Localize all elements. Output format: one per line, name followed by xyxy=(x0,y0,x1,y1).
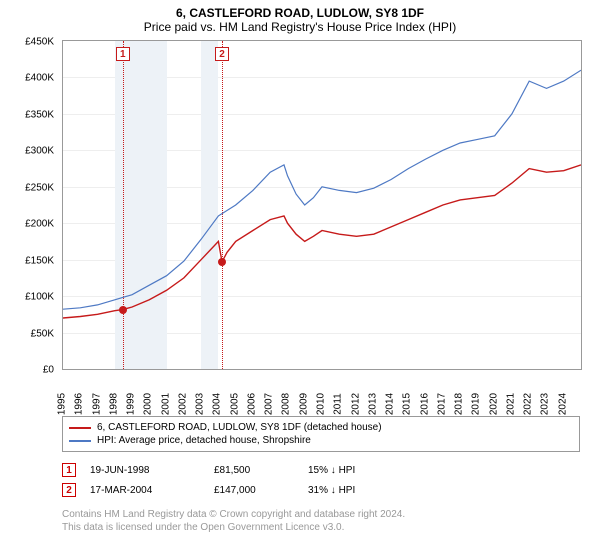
x-tick-label: 2016 xyxy=(419,393,430,415)
transaction-date: 19-JUN-1998 xyxy=(90,465,200,476)
transaction-vs-hpi: 31% ↓ HPI xyxy=(308,485,418,496)
y-tick-label: £350K xyxy=(25,109,54,120)
legend-item: HPI: Average price, detached house, Shro… xyxy=(69,434,573,447)
transactions-table: 1 19-JUN-1998 £81,500 15% ↓ HPI 2 17-MAR-2004… xyxy=(62,460,582,500)
x-tick-label: 2015 xyxy=(402,393,413,415)
legend-label: HPI: Average price, detached house, Shro… xyxy=(97,435,311,446)
x-tick-label: 2023 xyxy=(540,393,551,415)
x-tick-label: 2006 xyxy=(246,393,257,415)
y-tick-label: £400K xyxy=(25,73,54,84)
x-tick-label: 2014 xyxy=(385,393,396,415)
legend-swatch xyxy=(69,440,91,442)
x-axis-labels: 1995199619971998199920002001200220032004… xyxy=(62,374,582,410)
transaction-date: 17-MAR-2004 xyxy=(90,485,200,496)
x-tick-label: 2000 xyxy=(143,393,154,415)
x-tick-label: 2004 xyxy=(212,393,223,415)
x-tick-label: 2019 xyxy=(471,393,482,415)
transaction-price: £81,500 xyxy=(214,465,294,476)
y-tick-label: £50K xyxy=(31,328,54,339)
transaction-marker: 2 xyxy=(62,483,76,497)
x-tick-label: 2018 xyxy=(454,393,465,415)
chart-title: 6, CASTLEFORD ROAD, LUDLOW, SY8 1DF xyxy=(0,0,600,20)
chart-subtitle: Price paid vs. HM Land Registry's House … xyxy=(0,20,600,40)
x-tick-label: 1999 xyxy=(126,393,137,415)
legend: 6, CASTLEFORD ROAD, LUDLOW, SY8 1DF (det… xyxy=(62,416,580,452)
price-chart: 12 xyxy=(62,40,582,370)
transaction-price: £147,000 xyxy=(214,485,294,496)
x-tick-label: 2001 xyxy=(160,393,171,415)
y-axis-labels: £0£50K£100K£150K£200K£250K£300K£350K£400… xyxy=(0,42,58,372)
x-tick-label: 2022 xyxy=(523,393,534,415)
x-tick-label: 2024 xyxy=(557,393,568,415)
x-tick-label: 2007 xyxy=(264,393,275,415)
x-tick-label: 2013 xyxy=(367,393,378,415)
y-tick-label: £450K xyxy=(25,37,54,48)
x-tick-label: 2017 xyxy=(436,393,447,415)
y-tick-label: £300K xyxy=(25,146,54,157)
transaction-row: 1 19-JUN-1998 £81,500 15% ↓ HPI xyxy=(62,460,582,480)
transaction-marker: 1 xyxy=(62,463,76,477)
x-tick-label: 2020 xyxy=(488,393,499,415)
x-tick-label: 2005 xyxy=(229,393,240,415)
attribution-footer: Contains HM Land Registry data © Crown c… xyxy=(62,508,582,534)
y-tick-label: £100K xyxy=(25,292,54,303)
x-tick-label: 1996 xyxy=(74,393,85,415)
x-tick-label: 2011 xyxy=(333,393,344,415)
y-tick-label: £200K xyxy=(25,219,54,230)
x-tick-label: 2012 xyxy=(350,393,361,415)
x-tick-label: 1995 xyxy=(57,393,68,415)
x-tick-label: 2021 xyxy=(505,393,516,415)
x-tick-label: 2003 xyxy=(195,393,206,415)
y-tick-label: £150K xyxy=(25,255,54,266)
transaction-row: 2 17-MAR-2004 £147,000 31% ↓ HPI xyxy=(62,480,582,500)
legend-swatch xyxy=(69,427,91,429)
footer-line-2: This data is licensed under the Open Gov… xyxy=(62,521,582,534)
series-price-paid xyxy=(63,165,581,318)
y-tick-label: £0 xyxy=(43,365,54,376)
x-tick-label: 1997 xyxy=(91,393,102,415)
legend-label: 6, CASTLEFORD ROAD, LUDLOW, SY8 1DF (det… xyxy=(97,422,382,433)
x-tick-label: 2010 xyxy=(316,393,327,415)
footer-line-1: Contains HM Land Registry data © Crown c… xyxy=(62,508,582,521)
x-tick-label: 2002 xyxy=(177,393,188,415)
x-tick-label: 1998 xyxy=(108,393,119,415)
legend-item: 6, CASTLEFORD ROAD, LUDLOW, SY8 1DF (det… xyxy=(69,421,573,434)
x-tick-label: 2009 xyxy=(298,393,309,415)
transaction-vs-hpi: 15% ↓ HPI xyxy=(308,465,418,476)
x-tick-label: 2008 xyxy=(281,393,292,415)
y-tick-label: £250K xyxy=(25,182,54,193)
